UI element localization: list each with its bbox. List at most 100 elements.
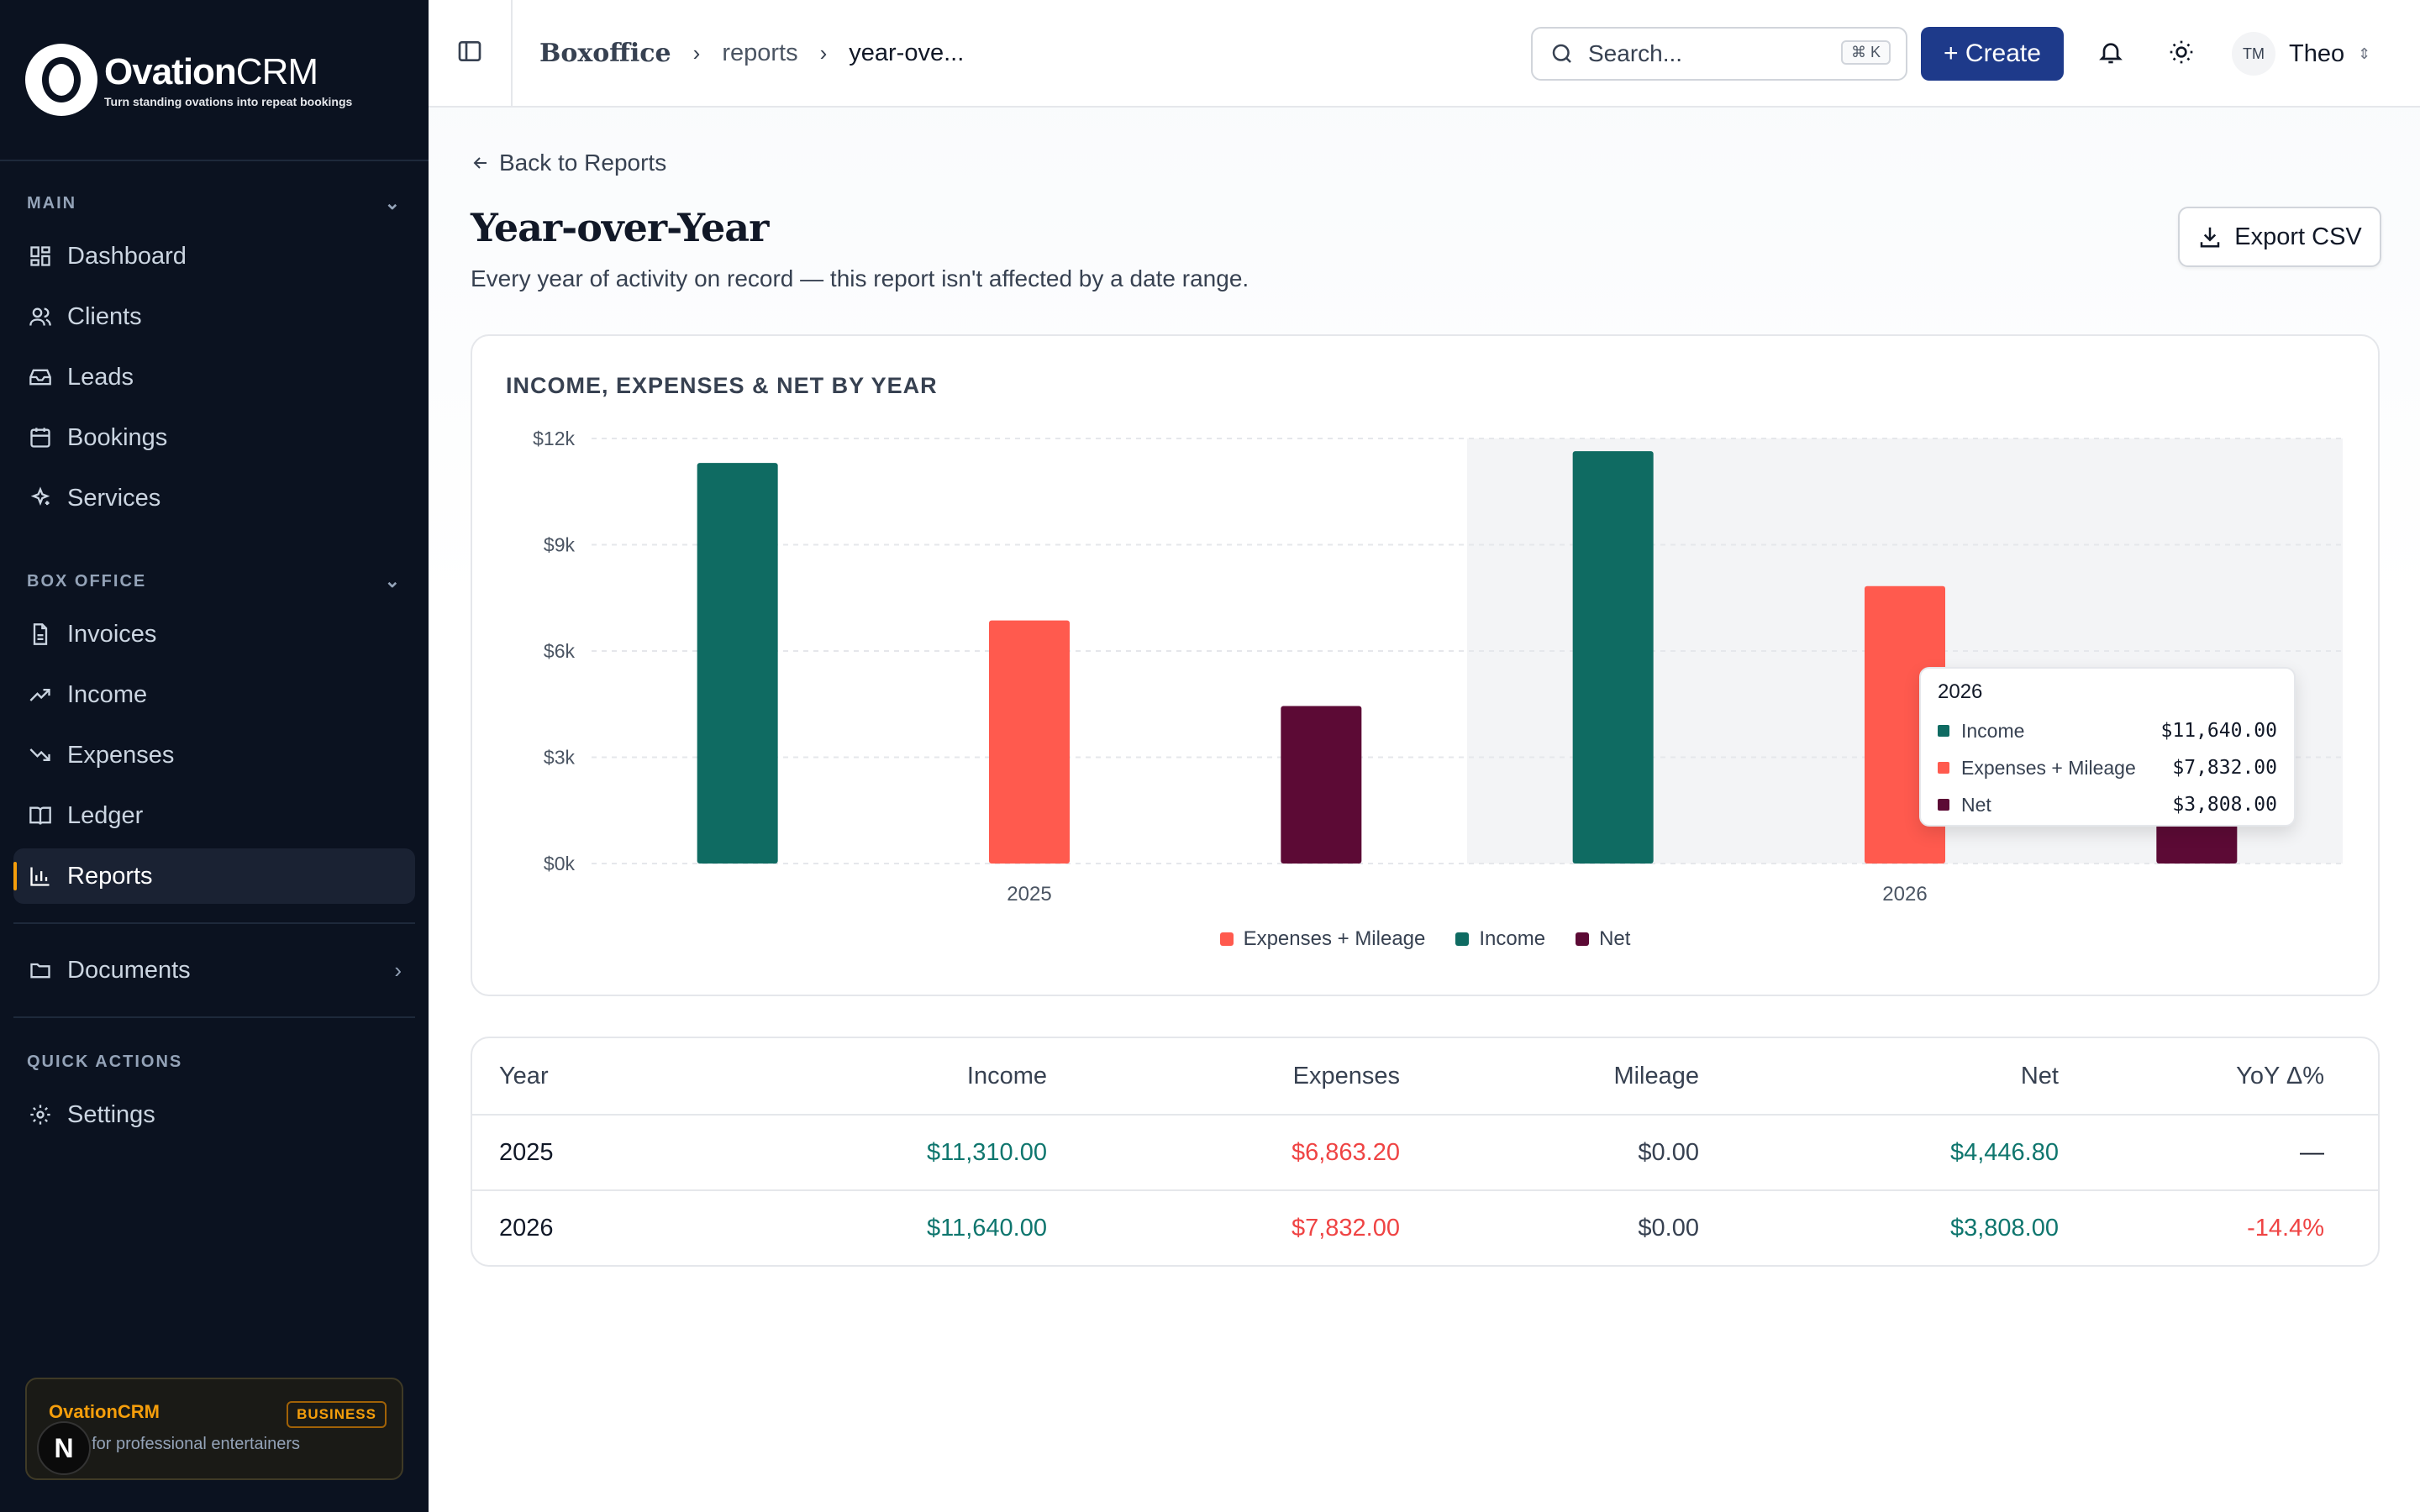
users-icon xyxy=(27,303,54,330)
cell-mileage: $0.00 xyxy=(1638,1138,1699,1166)
chevron-right-icon: › xyxy=(819,39,828,66)
cell-yoy: — xyxy=(2300,1138,2324,1166)
brand-tagline: Turn standing ovations into repeat booki… xyxy=(104,95,353,108)
sidebar-item-reports[interactable]: Reports xyxy=(13,848,415,904)
sidebar: OvationCRM Turn standing ovations into r… xyxy=(0,0,429,1512)
sidebar-item-services[interactable]: Services xyxy=(13,470,415,526)
brand-name: OvationCRM xyxy=(104,51,318,92)
theme-toggle-button[interactable] xyxy=(2161,34,2202,74)
chevron-right-icon: › xyxy=(692,39,701,66)
breadcrumb-reports[interactable]: reports xyxy=(722,39,798,66)
cell-expenses: $6,863.20 xyxy=(1291,1138,1400,1166)
tooltip-row-income: Income $11,640.00 xyxy=(1938,712,2277,749)
sidebar-item-documents[interactable]: Documents › xyxy=(13,942,415,998)
notifications-button[interactable] xyxy=(2091,34,2131,74)
sidebar-item-income[interactable]: Income xyxy=(13,667,415,722)
sidebar-item-expenses[interactable]: Expenses xyxy=(13,727,415,783)
page-subtitle: Every year of activity on record — this … xyxy=(471,265,1249,291)
dashboard-icon xyxy=(27,243,54,270)
section-quick-actions: QUICK ACTIONS xyxy=(13,1037,415,1087)
sun-icon xyxy=(2168,39,2195,70)
x-tick-label: 2025 xyxy=(1007,883,1051,906)
bar-chart-icon xyxy=(27,863,54,890)
tooltip-swatch xyxy=(1938,725,1949,737)
cell-net: $4,446.80 xyxy=(1949,1138,2059,1166)
file-icon xyxy=(27,621,54,648)
yoy-table: Year Income Expenses Mileage Net YoY Δ% … xyxy=(471,1037,2380,1267)
search-shortcut: ⌘ K xyxy=(1840,40,1891,65)
legend-item-net[interactable]: Net xyxy=(1576,927,1630,951)
chart-tooltip: 2026 Income $11,640.00 Expenses + Mileag… xyxy=(1919,667,2296,827)
plan-badge: BUSINESS xyxy=(287,1401,387,1428)
section-main-toggle[interactable]: MAIN ⌄ xyxy=(13,178,415,228)
breadcrumb-root[interactable]: Boxoffice xyxy=(539,38,671,68)
tooltip-label: Net xyxy=(1961,793,1991,816)
search-placeholder: Search... xyxy=(1588,40,1683,66)
tooltip-swatch xyxy=(1938,762,1949,774)
sidebar-divider xyxy=(13,922,415,924)
sidebar-item-clients[interactable]: Clients xyxy=(13,289,415,344)
back-to-reports-link[interactable]: Back to Reports xyxy=(471,150,2380,176)
trending-down-icon xyxy=(27,742,54,769)
sidebar-item-label: Invoices xyxy=(67,620,157,648)
sparkles-icon xyxy=(27,485,54,512)
tooltip-label: Expenses + Mileage xyxy=(1961,756,2136,779)
sidebar-item-ledger[interactable]: Ledger xyxy=(13,788,415,843)
column-header-net: Net xyxy=(2020,1062,2059,1089)
download-icon xyxy=(2197,224,2223,249)
tooltip-value: $3,808.00 xyxy=(2172,794,2277,816)
legend-item-expenses[interactable]: Expenses + Mileage xyxy=(1219,927,1426,951)
column-header-income: Income xyxy=(966,1062,1047,1089)
search-icon xyxy=(1549,41,1575,66)
cell-income: $11,640.00 xyxy=(927,1214,1047,1242)
sidebar-item-label: Expenses xyxy=(67,741,175,769)
main-area: Boxoffice › reports › year-ove... Search… xyxy=(429,0,2420,1512)
topbar: Boxoffice › reports › year-ove... Search… xyxy=(429,0,2420,108)
legend-item-income[interactable]: Income xyxy=(1455,927,1545,951)
back-link-label: Back to Reports xyxy=(499,150,667,176)
table-row: 2026 $11,640.00 $7,832.00 $0.00 $3,808.0… xyxy=(472,1189,2378,1265)
y-tick-label: $9k xyxy=(544,534,576,556)
cell-year: 2026 xyxy=(499,1214,554,1242)
legend-label: Expenses + Mileage xyxy=(1243,927,1426,950)
sidebar-item-bookings[interactable]: Bookings xyxy=(13,410,415,465)
sidebar-item-invoices[interactable]: Invoices xyxy=(13,606,415,662)
sidebar-item-label: Bookings xyxy=(67,423,168,451)
sidebar-item-settings[interactable]: Settings xyxy=(13,1087,415,1142)
section-box-office-toggle[interactable]: BOX OFFICE ⌄ xyxy=(13,556,415,606)
tooltip-row-net: Net $3,808.00 xyxy=(1938,786,2277,823)
bar-expenses-mileage-2025 xyxy=(989,620,1070,864)
export-csv-label: Export CSV xyxy=(2234,223,2362,250)
sidebar-toggle-button[interactable] xyxy=(429,0,513,107)
search-input[interactable]: Search... ⌘ K xyxy=(1531,27,1907,81)
sidebar-item-label: Clients xyxy=(67,302,142,330)
book-icon xyxy=(27,802,54,829)
brand-logo-icon xyxy=(25,44,97,116)
create-button[interactable]: + Create xyxy=(1921,27,2064,81)
cell-expenses: $7,832.00 xyxy=(1291,1214,1400,1242)
sidebar-item-label: Ledger xyxy=(67,801,144,829)
legend-label: Net xyxy=(1599,927,1631,950)
legend-swatch xyxy=(1576,932,1590,946)
brand[interactable]: OvationCRM Turn standing ovations into r… xyxy=(0,0,429,161)
n-badge[interactable]: N xyxy=(37,1421,91,1475)
sidebar-item-leads[interactable]: Leads xyxy=(13,349,415,405)
column-header-yoy: YoY Δ% xyxy=(2236,1062,2324,1089)
arrow-left-icon xyxy=(471,153,491,173)
tooltip-year: 2026 xyxy=(1938,680,1983,703)
sidebar-item-dashboard[interactable]: Dashboard xyxy=(13,228,415,284)
bar-income-2025 xyxy=(697,463,778,864)
export-csv-button[interactable]: Export CSV xyxy=(2178,207,2381,267)
trending-up-icon xyxy=(27,681,54,708)
section-main-label: MAIN xyxy=(27,193,77,213)
chart-title: INCOME, EXPENSES & NET BY YEAR xyxy=(506,373,938,398)
sidebar-item-label: Services xyxy=(67,484,161,512)
chevron-down-icon: ⌄ xyxy=(384,570,402,591)
table-row: 2025 $11,310.00 $6,863.20 $0.00 $4,446.8… xyxy=(472,1114,2378,1189)
section-box-office-label: BOX OFFICE xyxy=(27,571,147,591)
column-header-year: Year xyxy=(499,1062,549,1089)
legend-swatch xyxy=(1219,932,1234,946)
user-menu[interactable]: TM Theo ⇕ xyxy=(2232,30,2370,77)
tooltip-row-expenses: Expenses + Mileage $7,832.00 xyxy=(1938,749,2277,786)
plan-card[interactable]: OvationCRM BUSINESS CRM for professional… xyxy=(25,1378,403,1480)
